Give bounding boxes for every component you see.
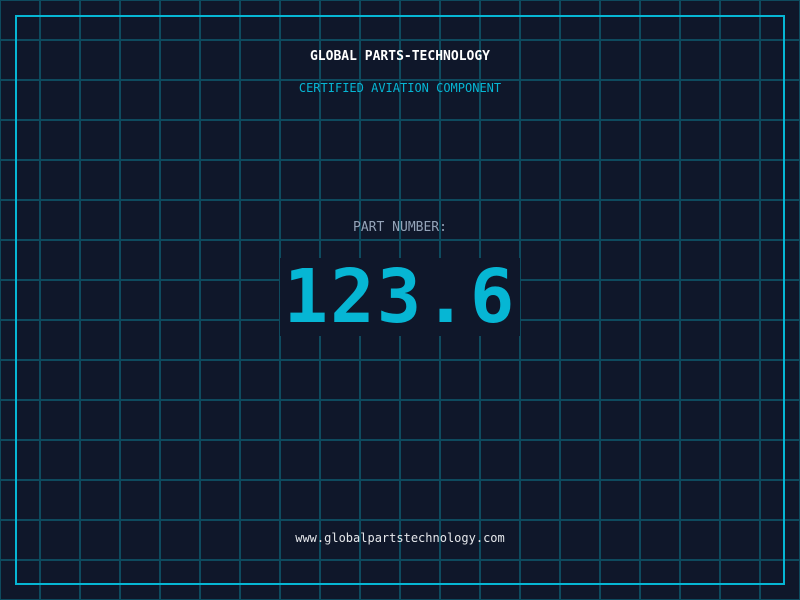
part-number-value: 123.6 xyxy=(279,258,521,336)
company-title: GLOBAL PARTS-TECHNOLOGY xyxy=(309,49,490,64)
part-number-label: PART NUMBER: xyxy=(353,220,447,235)
certification-subtitle: CERTIFIED AVIATION COMPONENT xyxy=(298,81,502,95)
border-frame xyxy=(15,15,785,585)
website-link[interactable]: www.globalpartstechnology.com xyxy=(295,531,505,545)
